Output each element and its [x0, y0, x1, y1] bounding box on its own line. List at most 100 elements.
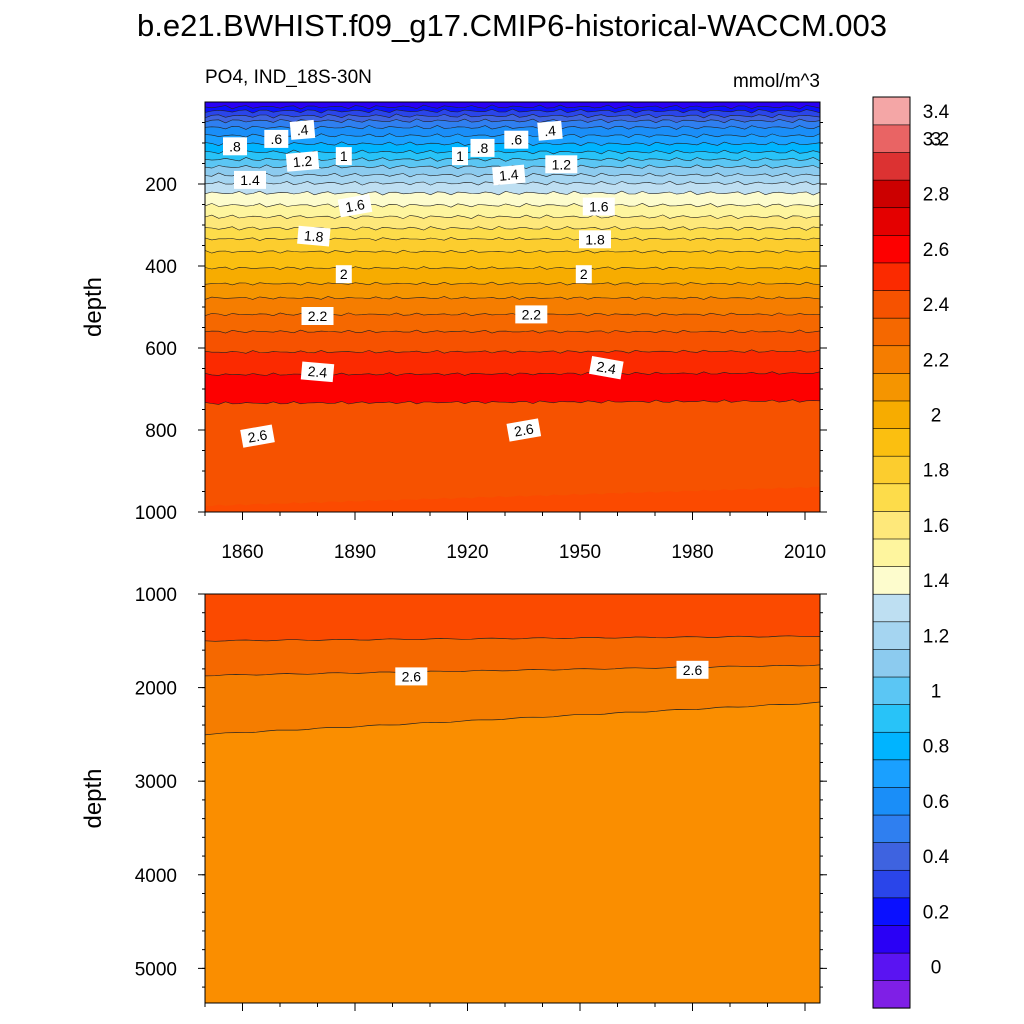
colorbar-label: 3.2 — [923, 129, 949, 150]
lower-contour-line — [205, 635, 820, 642]
colorbar-swatch — [872, 510, 911, 540]
upper-contour-label: .8 — [470, 138, 495, 157]
lower-ytick-label: 3000 — [135, 772, 177, 793]
lower-contour-line — [205, 701, 820, 736]
upper-contour-label: 2 — [575, 265, 592, 284]
svg-text:.6: .6 — [270, 131, 282, 147]
upper-contour-label: 1.8 — [579, 230, 611, 249]
colorbar-label: 1.2 — [923, 626, 949, 647]
colorbar-label: 2.8 — [923, 185, 949, 206]
svg-text:1: 1 — [340, 148, 348, 164]
colorbar-swatch — [872, 234, 911, 264]
chart-subtitle-left: PO4, IND_18S-30N — [205, 67, 372, 88]
lower-contour-label: 2.6 — [395, 667, 428, 686]
lower-contour-line — [205, 664, 820, 677]
upper-contour-label: 1.2 — [285, 151, 320, 172]
lower-ytick-label: 4000 — [135, 866, 177, 887]
colorbar-swatch — [872, 676, 911, 705]
colorbar-swatch — [872, 565, 911, 595]
lower-contour-label: 2.6 — [676, 660, 709, 679]
colorbar-label: 1 — [931, 682, 942, 703]
colorbar-swatch — [872, 124, 911, 153]
colorbar-label: 3 — [931, 129, 942, 150]
upper-xtick-label: 1860 — [221, 542, 263, 563]
svg-text:2.4: 2.4 — [307, 363, 328, 381]
upper-contour-line — [205, 108, 820, 114]
svg-text:2.6: 2.6 — [513, 420, 535, 439]
upper-contour-label: .6 — [264, 129, 289, 148]
upper-contour-label: 1 — [335, 147, 352, 166]
colorbar-swatch — [872, 648, 911, 678]
svg-text:1.6: 1.6 — [589, 199, 609, 215]
colorbar-label: 3.4 — [923, 102, 950, 123]
lower-ytick-label: 2000 — [135, 679, 177, 700]
svg-text:2.6: 2.6 — [247, 426, 269, 445]
svg-text:2.6: 2.6 — [683, 662, 703, 678]
upper-ytick-label: 400 — [145, 257, 177, 278]
colorbar-swatch — [872, 869, 911, 899]
colorbar-swatch — [872, 483, 911, 512]
upper-contour-label: 2.2 — [301, 307, 334, 325]
colorbar-swatch — [872, 207, 911, 236]
upper-xtick-label: 1980 — [671, 542, 713, 563]
colorbar-label: 1.8 — [923, 461, 949, 482]
svg-text:1.4: 1.4 — [498, 166, 519, 184]
colorbar-swatch — [872, 427, 911, 457]
colorbar-swatch — [872, 179, 911, 209]
upper-contour-label: 2.6 — [240, 424, 275, 448]
colorbar-swatch — [872, 924, 911, 954]
svg-text:2.6: 2.6 — [402, 668, 422, 684]
upper-contour-label: .4 — [537, 120, 563, 141]
colorbar-swatch — [872, 704, 911, 733]
upper-contour-label: 2.4 — [588, 356, 624, 380]
colorbar-label: 2.2 — [923, 350, 949, 371]
upper-xtick-label: 2010 — [784, 542, 826, 563]
colorbar-label: 2 — [931, 406, 942, 427]
svg-text:.8: .8 — [477, 140, 489, 156]
colorbar-label: 0.8 — [923, 737, 949, 758]
upper-contour-label: 1.4 — [234, 170, 266, 189]
svg-text:1.2: 1.2 — [292, 153, 313, 171]
upper-xtick-label: 1920 — [446, 542, 488, 563]
svg-text:2: 2 — [580, 266, 588, 282]
upper-contour-label: 1.4 — [492, 164, 526, 186]
colorbar-swatch — [872, 980, 911, 1009]
svg-text:.4: .4 — [296, 121, 309, 138]
colorbar-label: 0.2 — [923, 902, 949, 923]
colorbar-label: 0 — [931, 958, 942, 979]
colorbar-swatch — [872, 952, 911, 981]
svg-text:1: 1 — [456, 148, 464, 164]
svg-text:2.2: 2.2 — [308, 308, 328, 324]
svg-text:1.4: 1.4 — [240, 172, 260, 188]
svg-text:.4: .4 — [543, 122, 556, 139]
svg-text:.8: .8 — [229, 138, 241, 154]
colorbar: 3.4 3.23 2.8 2.6 2.4 2.2 2 1.8 1.6 1.4 1.2 1 0.8 0.6 0… — [872, 96, 950, 1009]
colorbar-swatch — [872, 842, 911, 871]
upper-contour-line — [205, 399, 820, 405]
upper-contour-line — [205, 296, 820, 300]
upper-contour-label: 1.8 — [297, 225, 331, 247]
upper-contour-line — [205, 202, 820, 208]
svg-text:2.4: 2.4 — [595, 358, 617, 377]
upper-xtick-label: 1890 — [334, 542, 376, 563]
upper-ytick-label: 800 — [145, 421, 177, 442]
colorbar-label: 2.6 — [923, 240, 949, 261]
colorbar-swatch — [872, 372, 911, 402]
colorbar-swatch — [872, 786, 911, 816]
upper-contour-label: .4 — [289, 119, 316, 140]
colorbar-swatch — [872, 538, 911, 567]
upper-contour-label: 2.2 — [515, 305, 548, 324]
colorbar-swatch — [872, 96, 911, 126]
colorbar-frame — [872, 96, 911, 1009]
colorbar-swatch — [872, 759, 911, 788]
upper-ylabel: depth — [80, 277, 107, 337]
upper-contour-label: 2.6 — [506, 418, 542, 442]
svg-text:1.6: 1.6 — [344, 196, 366, 215]
lower-panel: 2.6 2.6 1000 2000 3000 4000 5000 depth — [80, 585, 827, 1011]
upper-contour-line — [205, 266, 820, 270]
chart-subtitle-right: mmol/m^3 — [733, 71, 820, 92]
colorbar-label: 1.6 — [923, 516, 949, 537]
upper-contour-label: 1.2 — [545, 155, 578, 174]
upper-contour-label: 2 — [335, 265, 352, 284]
upper-ytick-label: 600 — [145, 339, 177, 360]
